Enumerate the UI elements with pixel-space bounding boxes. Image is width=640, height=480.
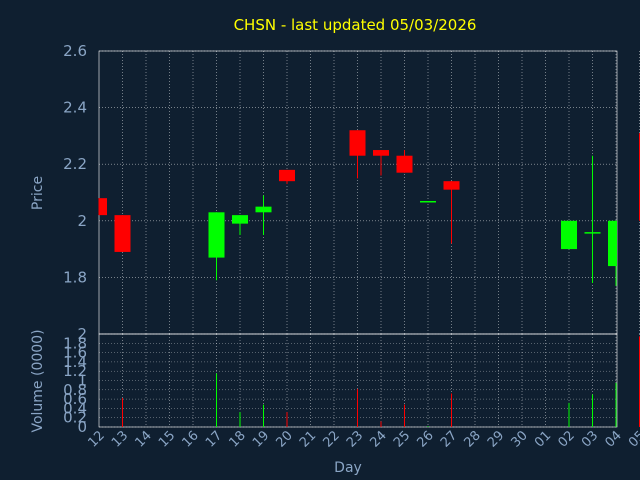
candle-body [443, 181, 460, 190]
volume-axis-label: Volume (0000) [30, 329, 46, 432]
candle-body [114, 215, 131, 252]
volume-tick-label: 0.8 [63, 381, 87, 399]
candle-body [396, 155, 413, 173]
volume-tick-label: 1.4 [63, 353, 87, 371]
volume-tick-label: 0.2 [63, 409, 87, 427]
price-axis-label: Price [30, 176, 46, 210]
x-axis-label: Day [334, 460, 362, 476]
candle-body [420, 200, 436, 203]
volume-tick-label: 1.2 [63, 362, 87, 380]
volume-tick-label: 1 [77, 372, 87, 390]
candle-body [232, 215, 248, 224]
price-tick-label: 2.2 [63, 155, 87, 173]
candle-body [208, 212, 225, 258]
price-tick-label: 1.8 [63, 268, 87, 286]
candle-body [584, 232, 601, 234]
candle-body [279, 169, 295, 182]
volume-tick-label: 2 [77, 325, 87, 343]
price-tick-label: 2 [77, 212, 87, 230]
volume-tick-label: 0.6 [63, 390, 87, 408]
volume-tick-label: 0.4 [63, 399, 87, 417]
price-panel: 1.8 2 2.2 2.4 2.6 [63, 42, 640, 335]
price-tick-label: 2.4 [63, 99, 87, 117]
candle-body [561, 220, 577, 250]
candle-body [349, 130, 366, 156]
chart-title: CHSN - last updated 05/03/2026 [234, 16, 477, 34]
price-tick-label: 2.6 [63, 42, 87, 60]
volume-tick-label: 1.6 [63, 344, 87, 362]
volume-tick-label: 0 [77, 418, 87, 436]
candle-body [255, 206, 272, 213]
candle-body [373, 150, 389, 156]
candle-body [608, 220, 617, 267]
volume-tick-label: 1.8 [63, 334, 87, 352]
candle-body [99, 198, 107, 216]
